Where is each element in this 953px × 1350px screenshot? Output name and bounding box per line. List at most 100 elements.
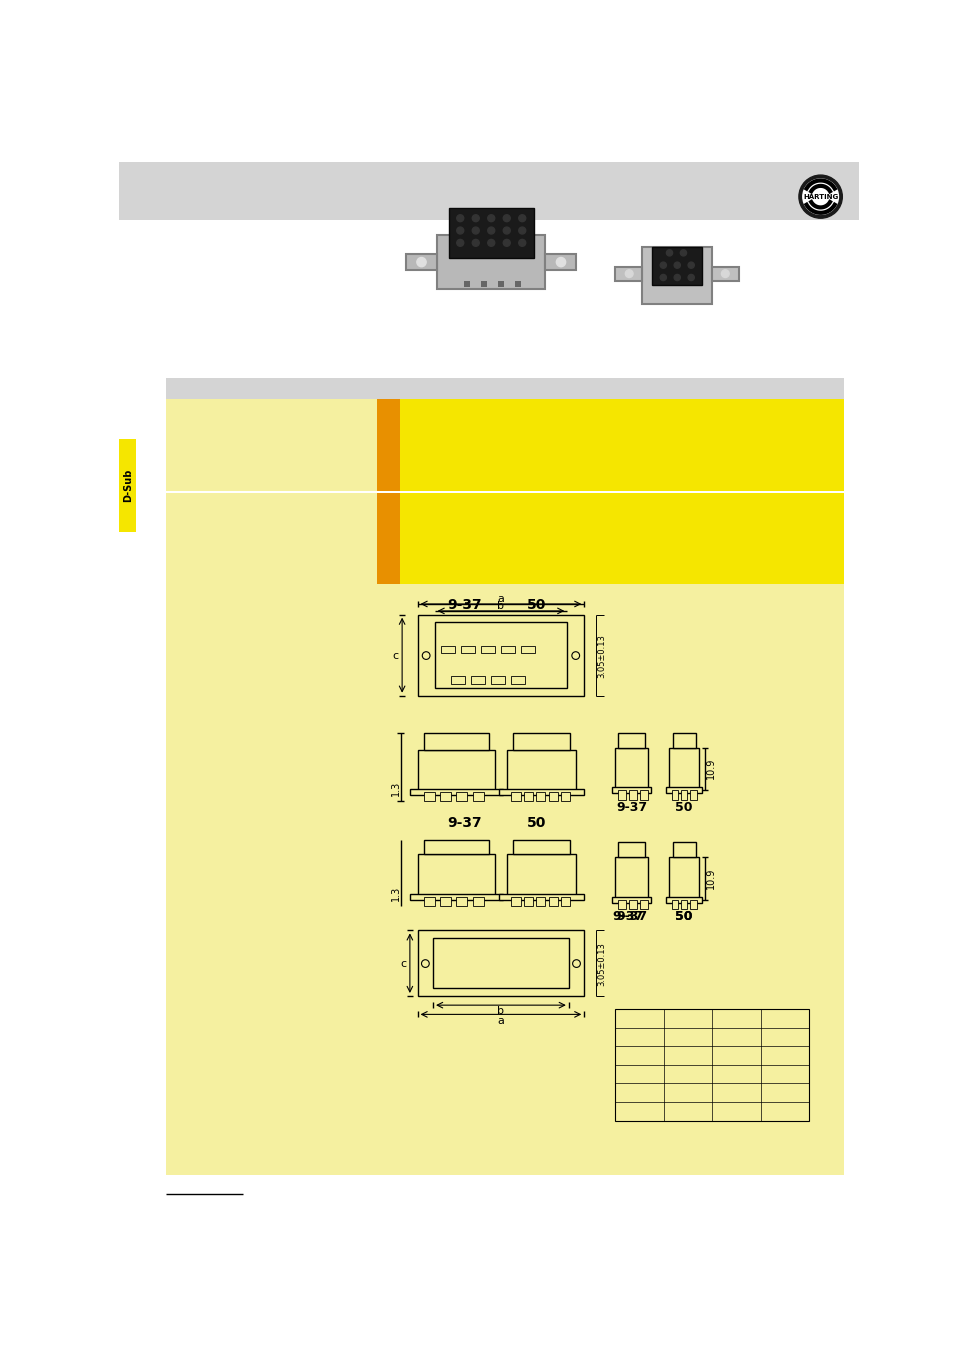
Bar [672, 733, 695, 748]
Bar [423, 733, 488, 749]
Bar [690, 790, 696, 799]
Bar [506, 749, 576, 792]
Bar [618, 842, 644, 857]
Bar [423, 792, 435, 801]
Bar [480, 281, 487, 286]
Bar [639, 899, 647, 909]
Bar [618, 733, 644, 748]
Bar [536, 896, 545, 906]
Bar [119, 439, 136, 532]
Bar [166, 491, 376, 585]
Circle shape [624, 270, 633, 278]
Bar [119, 162, 858, 220]
Text: HARTING: HARTING [802, 193, 838, 200]
Text: 10.9: 10.9 [705, 759, 716, 779]
Circle shape [674, 262, 679, 269]
Text: 9-37: 9-37 [446, 815, 481, 830]
Bar [639, 790, 647, 799]
Bar [166, 585, 843, 1174]
Circle shape [572, 960, 579, 968]
Bar [417, 614, 583, 695]
Bar [436, 235, 545, 289]
Bar [451, 676, 464, 684]
Text: a: a [497, 1015, 503, 1026]
Bar [560, 792, 570, 801]
Bar [629, 790, 637, 799]
Bar [433, 938, 568, 988]
Bar [460, 645, 475, 653]
Circle shape [503, 215, 510, 221]
Text: c: c [393, 651, 398, 660]
Bar [439, 792, 451, 801]
Bar [669, 748, 699, 790]
Bar [548, 792, 558, 801]
Bar [666, 787, 701, 794]
Bar [423, 840, 488, 855]
Bar [423, 896, 435, 906]
Bar [523, 896, 533, 906]
Bar [641, 247, 711, 305]
Circle shape [679, 250, 686, 256]
Circle shape [798, 176, 841, 219]
Circle shape [416, 258, 426, 267]
Bar [629, 899, 637, 909]
Bar [399, 400, 843, 491]
Circle shape [666, 250, 672, 256]
Circle shape [518, 215, 525, 221]
Bar [652, 247, 701, 285]
Circle shape [503, 239, 510, 246]
Circle shape [556, 258, 565, 267]
Text: 9-37: 9-37 [446, 598, 481, 612]
Bar [376, 400, 399, 491]
Bar [471, 676, 484, 684]
Circle shape [472, 239, 478, 246]
Text: 3.05±0.13: 3.05±0.13 [597, 633, 605, 678]
Bar [399, 491, 843, 585]
Bar [711, 267, 739, 281]
Text: 9-37: 9-37 [616, 910, 646, 923]
Bar [498, 894, 583, 899]
Text: 50: 50 [675, 801, 692, 814]
Bar [417, 749, 495, 792]
Bar [515, 281, 521, 286]
Bar [417, 855, 495, 896]
Bar [560, 896, 570, 906]
Circle shape [720, 270, 728, 278]
Bar [612, 896, 650, 903]
Bar [680, 899, 686, 909]
Bar [615, 267, 641, 281]
Circle shape [518, 227, 525, 234]
Bar [506, 855, 576, 896]
Text: a: a [497, 594, 503, 603]
Text: b: b [497, 1006, 503, 1017]
Bar [672, 842, 695, 857]
Bar [536, 792, 545, 801]
Circle shape [456, 227, 463, 234]
Bar [511, 792, 520, 801]
Bar [521, 645, 535, 653]
Bar [545, 254, 576, 270]
Bar [166, 491, 843, 493]
Bar [472, 792, 483, 801]
Bar [410, 788, 502, 795]
Circle shape [472, 227, 478, 234]
Bar [618, 790, 625, 799]
Circle shape [456, 215, 463, 221]
Bar [690, 899, 696, 909]
Circle shape [518, 239, 525, 246]
Text: 50: 50 [675, 910, 692, 923]
Bar [119, 1174, 858, 1202]
Text: 10.9: 10.9 [705, 868, 716, 888]
Circle shape [503, 227, 510, 234]
Text: 50: 50 [526, 598, 545, 612]
Bar [456, 896, 467, 906]
Bar [615, 857, 647, 899]
Circle shape [487, 215, 495, 221]
Circle shape [687, 274, 694, 281]
Circle shape [472, 215, 478, 221]
Text: c: c [400, 958, 406, 968]
Bar [618, 899, 625, 909]
Bar [671, 899, 678, 909]
Bar [671, 790, 678, 799]
Circle shape [674, 274, 679, 281]
